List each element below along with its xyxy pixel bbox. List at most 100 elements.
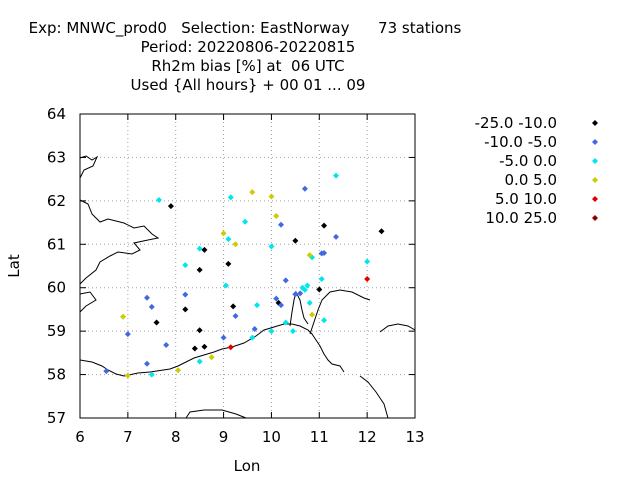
- data-point: [120, 313, 127, 320]
- x-tick-label: 11: [310, 428, 329, 446]
- data-point: [196, 245, 203, 252]
- data-point: [301, 286, 308, 293]
- grid: [80, 114, 415, 418]
- legend-entry-label: 10.0 25.0: [485, 209, 557, 227]
- x-tick-label: 8: [171, 428, 181, 446]
- data-point: [268, 193, 275, 200]
- data-point: [175, 367, 182, 374]
- title-line-4: Used {All hours} + 00 01 ... 09: [131, 76, 366, 94]
- data-point: [254, 302, 261, 309]
- data-point: [230, 303, 237, 310]
- data-point: [278, 302, 284, 309]
- data-point: [268, 243, 275, 250]
- data-point: [242, 218, 249, 225]
- legend-marker: [592, 215, 598, 221]
- coastline-southwest: [79, 291, 97, 313]
- data-point: [222, 282, 229, 289]
- y-tick-label: 58: [47, 366, 66, 384]
- data-point: [232, 312, 239, 319]
- data-point: [225, 236, 232, 243]
- x-tick-label: 12: [358, 428, 377, 446]
- y-tick-label: 64: [47, 105, 66, 123]
- legend: -25.0 -10.0-10.0 -5.0-5.0 0.00.0 5.05.0 …: [475, 114, 598, 227]
- chart-title: Exp: MNWC_prod0 Selection: EastNorway 73…: [29, 19, 462, 94]
- data-point: [364, 276, 371, 283]
- x-tick-label: 10: [262, 428, 281, 446]
- data-point: [144, 360, 150, 367]
- data-point: [103, 368, 110, 375]
- data-point: [124, 372, 131, 379]
- data-point: [378, 228, 385, 235]
- data-point: [304, 282, 311, 289]
- data-point: [292, 237, 299, 244]
- data-point: [155, 196, 162, 203]
- legend-marker: [592, 139, 598, 145]
- data-point: [333, 172, 340, 179]
- data-point: [333, 233, 340, 240]
- coastline-east-south: [359, 375, 389, 419]
- title-line-2: Period: 20220806-20220815: [141, 38, 356, 56]
- data-point: [232, 241, 239, 248]
- x-tick-label: 7: [123, 428, 133, 446]
- data-point: [316, 286, 323, 293]
- data-point: [321, 249, 328, 256]
- legend-marker: [592, 196, 598, 202]
- data-point: [196, 358, 203, 365]
- coastline: [79, 155, 416, 419]
- x-tick-label: 9: [219, 428, 229, 446]
- data-points: [103, 172, 385, 379]
- coastline-south: [79, 323, 345, 377]
- coastline-denmark: [185, 409, 247, 419]
- data-point: [306, 252, 313, 259]
- data-point: [225, 260, 232, 267]
- data-point: [220, 334, 227, 341]
- y-tick-label: 59: [47, 322, 66, 340]
- data-point: [196, 266, 203, 273]
- data-point: [309, 254, 316, 261]
- y-tick-label: 62: [47, 192, 66, 210]
- data-point: [153, 319, 160, 326]
- data-point: [297, 290, 304, 297]
- data-point: [309, 311, 316, 318]
- data-point: [251, 325, 258, 332]
- data-point: [182, 291, 189, 298]
- title-line-1: Exp: MNWC_prod0 Selection: EastNorway 73…: [29, 19, 462, 38]
- data-point: [292, 291, 299, 298]
- coastline-west-fjords: [79, 199, 160, 285]
- data-point: [249, 334, 256, 341]
- data-point: [282, 277, 289, 284]
- legend-entry-label: -5.0 0.0: [499, 152, 557, 170]
- data-point: [124, 331, 131, 338]
- data-point: [364, 258, 371, 265]
- data-point: [148, 371, 155, 378]
- coastline-sweden-west: [379, 323, 416, 333]
- data-point: [201, 343, 208, 350]
- data-point: [208, 354, 215, 361]
- data-point: [289, 328, 296, 335]
- legend-marker: [592, 177, 598, 183]
- data-point: [273, 213, 280, 220]
- data-point: [318, 276, 325, 283]
- y-tick-label: 57: [47, 409, 66, 427]
- data-point: [167, 203, 174, 210]
- data-point: [182, 306, 189, 313]
- coastline-west-north: [79, 155, 99, 179]
- legend-entry-label: 5.0 10.0: [495, 190, 557, 208]
- data-point: [196, 327, 203, 334]
- data-point: [191, 345, 198, 352]
- data-point: [148, 303, 155, 310]
- title-line-3: Rh2m bias [%] at 06 UTC: [151, 57, 344, 75]
- plot-frame: [79, 113, 416, 419]
- data-point: [227, 194, 234, 201]
- data-point: [321, 317, 328, 324]
- ticks: 6 7 8 9 10 11 12 13 57 58 59 60 61 62 63 64: [47, 105, 425, 446]
- x-tick-label: 6: [75, 428, 85, 446]
- legend-marker: [592, 158, 598, 164]
- legend-marker: [592, 120, 598, 126]
- data-point: [227, 344, 234, 351]
- data-point: [273, 295, 280, 302]
- x-tick-label: 13: [405, 428, 424, 446]
- data-point: [306, 299, 313, 306]
- plot-area: 6 7 8 9 10 11 12 13 57 58 59 60 61 62 63 64: [47, 105, 425, 446]
